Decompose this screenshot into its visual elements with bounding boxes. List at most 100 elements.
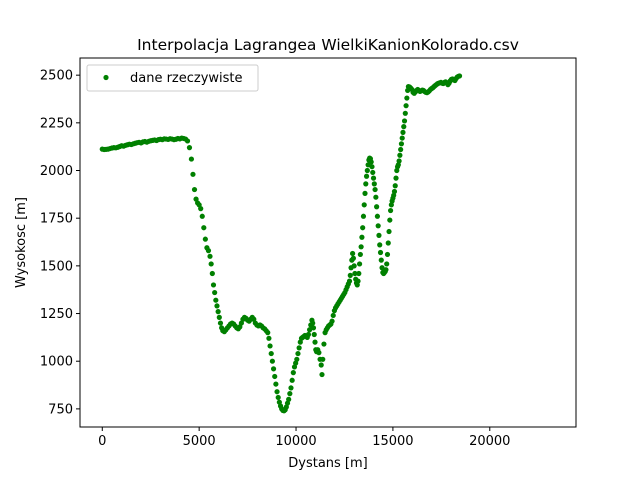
data-point-0-235 — [396, 158, 402, 164]
data-point-0-191 — [362, 190, 368, 196]
data-point-0-119 — [289, 377, 295, 383]
data-point-0-175 — [350, 250, 356, 257]
data-point-0-59 — [208, 261, 214, 267]
data-points — [99, 73, 463, 414]
data-point-0-106 — [274, 389, 280, 395]
data-point-0-120 — [290, 370, 296, 376]
data-point-0-98 — [265, 330, 271, 336]
x-tick-label-0: 0 — [98, 434, 106, 449]
data-point-0-67 — [217, 320, 224, 326]
x-tick-label-4: 20000 — [469, 434, 510, 449]
data-point-0-185 — [357, 251, 363, 258]
data-point-0-219 — [384, 261, 390, 267]
data-point-0-53 — [199, 213, 205, 219]
data-point-0-54 — [201, 225, 207, 231]
data-point-0-182 — [355, 278, 361, 284]
plot-area-frame — [79, 57, 577, 428]
data-point-0-62 — [212, 289, 218, 296]
data-point-0-207 — [374, 213, 381, 219]
data-point-0-208 — [375, 223, 381, 229]
legend-marker — [103, 74, 109, 81]
data-point-0-103 — [270, 366, 277, 372]
data-point-0-146 — [318, 362, 324, 368]
y-tick-label-2: 1250 — [40, 307, 73, 322]
data-point-0-183 — [356, 270, 362, 277]
data-point-0-123 — [294, 356, 300, 362]
data-point-0-245 — [404, 95, 410, 101]
data-point-0-187 — [359, 234, 365, 240]
data-point-0-125 — [296, 345, 302, 351]
data-point-0-188 — [360, 225, 366, 231]
x-tick-label-2: 10000 — [275, 434, 316, 449]
chart-title: Interpolacja Lagrangea WielkiKanionKolor… — [137, 36, 519, 54]
data-point-0-221 — [385, 240, 391, 246]
data-point-0-199 — [368, 159, 374, 165]
data-point-0-229 — [391, 188, 398, 195]
data-point-0-189 — [360, 213, 367, 219]
data-point-0-190 — [361, 202, 367, 208]
data-point-0-209 — [376, 232, 382, 238]
data-point-0-45 — [186, 145, 193, 151]
y-tick-label-6: 2250 — [40, 116, 73, 131]
data-point-0-66 — [216, 314, 222, 320]
data-point-0-100 — [267, 343, 273, 349]
data-point-0-147 — [319, 371, 325, 378]
data-point-0-203 — [371, 181, 377, 187]
data-point-0-222 — [386, 228, 392, 235]
data-point-0-63 — [213, 297, 219, 303]
y-tick-label-5: 2000 — [40, 164, 73, 179]
data-point-0-211 — [377, 249, 384, 256]
data-point-0-137 — [310, 320, 316, 326]
data-point-0-140 — [312, 339, 318, 345]
data-point-0-239 — [399, 135, 405, 141]
data-point-0-138 — [310, 325, 317, 331]
data-point-0-205 — [373, 194, 379, 200]
data-point-0-244 — [403, 103, 409, 109]
data-point-0-231 — [393, 175, 399, 181]
data-point-0-200 — [369, 164, 375, 170]
x-axis-label: Dystans [m] — [288, 456, 368, 471]
data-point-0-186 — [358, 244, 364, 250]
data-point-0-99 — [266, 335, 272, 341]
data-point-0-65 — [215, 309, 221, 315]
y-tick-label-1: 1000 — [40, 355, 73, 370]
legend-entry-label: dane rzeczywiste — [130, 71, 243, 86]
data-point-0-242 — [401, 118, 408, 124]
legend-box — [86, 64, 259, 92]
data-point-0-240 — [400, 129, 406, 135]
data-point-0-236 — [397, 152, 403, 158]
y-tick-label-4: 1750 — [40, 212, 73, 227]
data-point-0-124 — [295, 350, 301, 357]
data-point-0-177 — [351, 263, 357, 269]
data-point-0-206 — [374, 204, 380, 210]
data-point-0-204 — [372, 186, 378, 193]
x-tick-label-1: 5000 — [183, 434, 216, 449]
legend: dane rzeczywiste — [86, 64, 259, 92]
data-point-0-102 — [269, 358, 275, 364]
y-axis-label: Wysokosc [m] — [14, 197, 29, 288]
data-point-0-201 — [370, 169, 376, 176]
data-point-0-57 — [205, 248, 212, 254]
x-axis-ticks: 0 5000 10000 15000 20000 — [98, 427, 510, 449]
data-point-0-212 — [378, 257, 384, 263]
data-point-0-48 — [191, 186, 198, 193]
data-point-0-223 — [387, 217, 393, 223]
data-point-0-46 — [188, 156, 195, 162]
data-point-0-101 — [268, 350, 274, 357]
data-point-0-107 — [275, 394, 281, 401]
x-tick-label-3: 15000 — [372, 434, 413, 449]
y-axis-ticks: 750 1000 1250 1500 1750 2000 2250 2500 — [40, 69, 80, 417]
data-point-0-117 — [287, 391, 293, 397]
data-point-0-58 — [207, 253, 213, 259]
data-point-0-176 — [350, 255, 356, 261]
data-point-0-144 — [316, 350, 322, 356]
data-point-0-193 — [363, 173, 370, 179]
data-point-0-139 — [311, 331, 317, 338]
data-point-0-210 — [377, 242, 383, 248]
data-point-0-149 — [321, 341, 327, 347]
data-point-0-157 — [330, 312, 336, 319]
data-point-0-64 — [214, 303, 220, 309]
data-point-0-61 — [210, 282, 217, 288]
data-point-0-55 — [202, 236, 208, 242]
